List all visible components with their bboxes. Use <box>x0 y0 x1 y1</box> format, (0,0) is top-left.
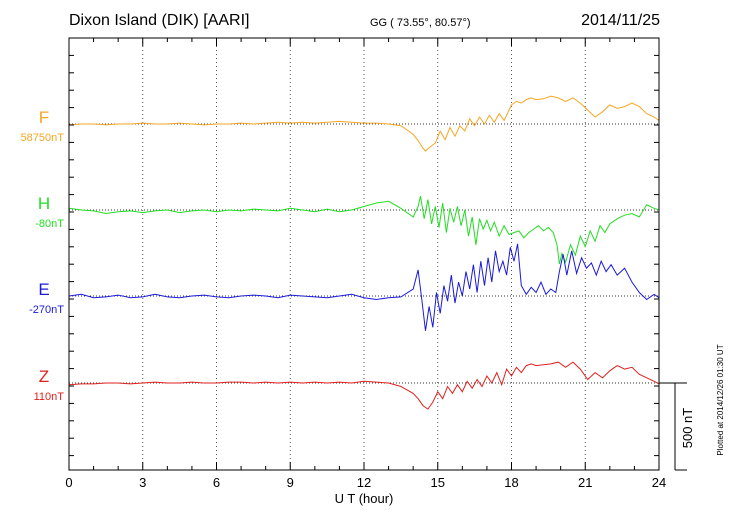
component-letter-f: F <box>39 108 49 127</box>
series-line-e <box>68 243 660 331</box>
x-tick-label: 21 <box>578 475 592 490</box>
station-title: Dixon Island (DIK) [AARI] <box>69 12 250 29</box>
scale-label: 500 nT <box>680 408 695 449</box>
geo-coordinates: GG ( 73.55°, 80.57°) <box>370 17 471 29</box>
x-tick-label: 12 <box>357 475 371 490</box>
series-line-f <box>68 95 660 152</box>
x-tick-labels: 0 3 6 9 12 15 18 21 24 <box>65 475 666 490</box>
component-baseline-e: -270nT <box>29 304 64 316</box>
date-label: 2014/11/25 <box>581 12 660 29</box>
x-tick-label: 9 <box>287 475 294 490</box>
x-tick-label: 18 <box>504 475 518 490</box>
x-tick-label: 0 <box>65 475 72 490</box>
component-letter-h: H <box>38 194 50 213</box>
component-labels: F 58750nT H -80nT E -270nT Z 110nT <box>21 108 65 403</box>
component-baseline-z: 110nT <box>34 391 65 403</box>
series-line-z <box>68 361 660 410</box>
x-tick-label: 6 <box>213 475 220 490</box>
component-letter-e: E <box>38 280 49 299</box>
x-tick-label: 3 <box>139 475 146 490</box>
component-letter-z: Z <box>39 367 49 386</box>
series-line-h <box>68 195 660 265</box>
x-axis-label: U T (hour) <box>335 491 394 506</box>
series-lines <box>68 95 660 410</box>
component-baseline-f: 58750nT <box>21 132 65 144</box>
x-tick-label: 15 <box>431 475 445 490</box>
grid-lines <box>142 38 586 470</box>
x-tick-label: 24 <box>652 475 666 490</box>
component-baseline-h: -80nT <box>35 218 64 230</box>
axis-ticks <box>68 37 660 470</box>
baselines <box>69 123 659 384</box>
plotted-timestamp: Plotted at 2014/12/26 01:30 UT <box>716 344 725 455</box>
scale-bar: 500 nT <box>659 382 695 471</box>
